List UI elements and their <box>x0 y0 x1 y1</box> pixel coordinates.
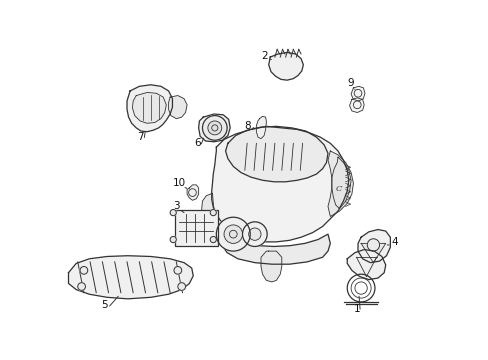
Circle shape <box>210 237 216 243</box>
Polygon shape <box>268 53 303 80</box>
Text: 9: 9 <box>347 78 354 88</box>
Circle shape <box>366 239 379 251</box>
Text: 6: 6 <box>193 138 200 148</box>
Circle shape <box>242 222 266 247</box>
Polygon shape <box>327 151 353 216</box>
Polygon shape <box>331 157 350 209</box>
Circle shape <box>202 116 226 140</box>
Text: 4: 4 <box>391 237 398 247</box>
Polygon shape <box>357 230 389 263</box>
Polygon shape <box>360 243 385 263</box>
Polygon shape <box>187 185 198 200</box>
FancyBboxPatch shape <box>174 210 218 247</box>
Polygon shape <box>349 98 364 112</box>
Text: 8: 8 <box>244 121 250 131</box>
Polygon shape <box>68 256 193 299</box>
Circle shape <box>224 225 242 243</box>
Polygon shape <box>225 126 327 182</box>
Circle shape <box>207 121 221 135</box>
Polygon shape <box>127 85 172 132</box>
Circle shape <box>170 237 176 243</box>
Circle shape <box>80 266 87 274</box>
Text: C: C <box>335 185 342 193</box>
Text: 2: 2 <box>260 50 267 60</box>
Polygon shape <box>202 193 218 224</box>
Circle shape <box>210 210 216 216</box>
Polygon shape <box>220 234 329 264</box>
Polygon shape <box>168 95 187 119</box>
Circle shape <box>170 210 176 216</box>
Circle shape <box>216 217 250 251</box>
Text: 7: 7 <box>137 132 144 142</box>
Polygon shape <box>350 86 364 101</box>
Polygon shape <box>211 126 348 242</box>
Circle shape <box>78 283 85 291</box>
Polygon shape <box>346 249 385 280</box>
Circle shape <box>248 228 261 240</box>
Polygon shape <box>198 114 230 142</box>
Text: 5: 5 <box>101 300 108 310</box>
Polygon shape <box>256 116 266 139</box>
Text: 1: 1 <box>353 304 360 314</box>
Text: 3: 3 <box>173 202 179 211</box>
Text: 10: 10 <box>172 178 185 188</box>
Circle shape <box>174 266 182 274</box>
Polygon shape <box>132 93 166 123</box>
Circle shape <box>178 283 185 291</box>
Polygon shape <box>261 251 281 282</box>
